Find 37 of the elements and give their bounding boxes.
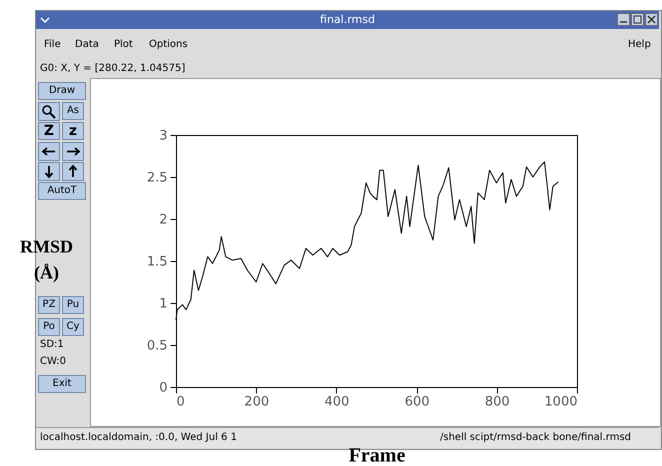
x-tick-label: 1000 [544, 394, 578, 410]
x-tick-label: 200 [244, 394, 270, 410]
x-tick-label: 0 [176, 394, 185, 410]
text: File [44, 38, 61, 52]
text: Z [38, 122, 60, 140]
text: SD:1 [40, 338, 64, 352]
text: G0: X, Y = [280.22, 1.04575] [40, 62, 186, 76]
text: AutoT [38, 182, 86, 200]
y-tick-label: 1 [159, 296, 168, 312]
x-tick-label: 800 [484, 394, 510, 410]
text: Exit [38, 375, 86, 393]
text: PZ [38, 296, 60, 314]
x-tick-label: 400 [324, 394, 350, 410]
text: Po [38, 318, 60, 336]
y-tick-label: 3 [159, 128, 168, 144]
line-series [176, 161, 559, 320]
y-tick-label: 0 [159, 380, 168, 396]
text: Plot [114, 38, 133, 52]
text: Options [149, 38, 188, 52]
text: CW:0 [40, 355, 66, 369]
text: Help [628, 38, 651, 52]
text: /shell scipt/rmsd-back bone/final.rmsd [440, 431, 631, 445]
x-tick-label: 600 [404, 394, 430, 410]
text: Pu [62, 296, 84, 314]
text: localhost.localdomain, :0.0, Wed Jul 6 1 [40, 431, 237, 445]
y-axis-title: RMSD (Å) [20, 236, 73, 282]
text: As [62, 102, 84, 120]
y-tick-label: 1.5 [146, 254, 168, 270]
y-tick-label: 2 [159, 212, 168, 228]
chart-title: final.rmsd [36, 11, 659, 29]
text: z [62, 122, 84, 140]
y-tick-label: 2.5 [146, 170, 168, 186]
text: Draw [38, 82, 86, 100]
y-tick-label: 0.5 [146, 338, 168, 354]
text: Data [75, 38, 99, 52]
text: Cy [62, 318, 84, 336]
x-axis-title: Frame [348, 444, 406, 466]
